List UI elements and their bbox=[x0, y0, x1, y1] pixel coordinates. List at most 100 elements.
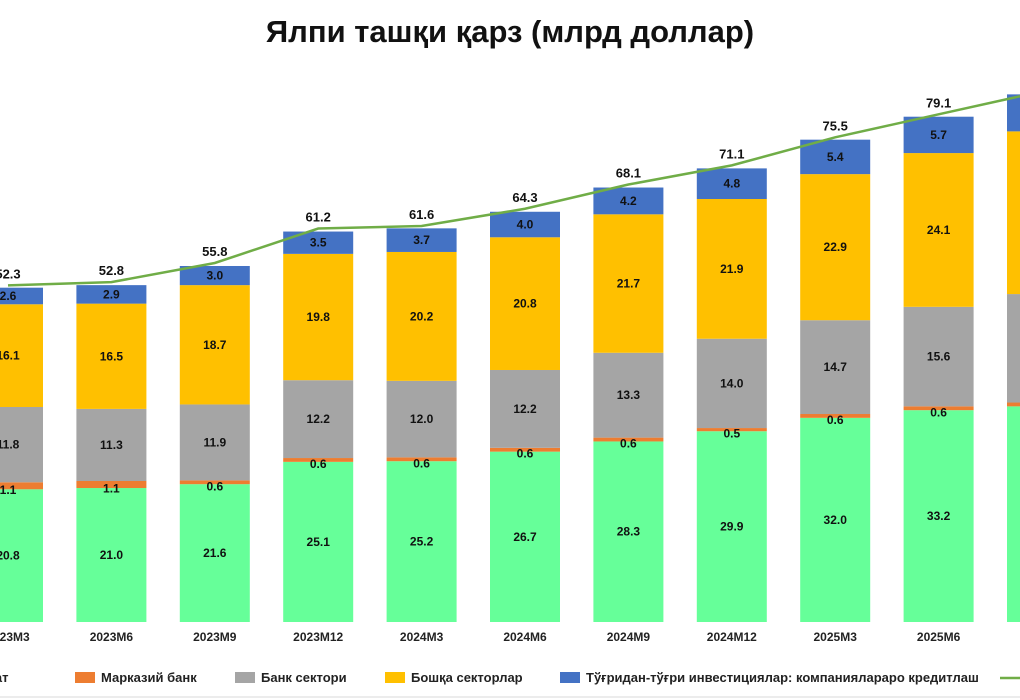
bar-segment-series-0 bbox=[593, 441, 664, 622]
data-label: 33.2 bbox=[927, 509, 951, 523]
data-label: 25.1 bbox=[307, 535, 331, 549]
data-label: 5.4 bbox=[827, 150, 844, 164]
bar-segment-series-3 bbox=[179, 285, 250, 405]
data-label: 11.9 bbox=[203, 435, 226, 449]
bar-segment-series-2 bbox=[283, 380, 354, 459]
legend-label: Банк сектори bbox=[261, 670, 347, 685]
bar-segment-series-2 bbox=[1007, 294, 1020, 403]
bar-segment-series-1 bbox=[490, 447, 560, 452]
bar-segment-series-2 bbox=[76, 408, 147, 482]
chart-title: Ялпи ташқи қарз (млрд доллар) bbox=[265, 14, 755, 49]
x-tick-label: 2023M9 bbox=[193, 630, 237, 644]
total-label: 52.8 bbox=[99, 263, 124, 278]
total-label: 75.5 bbox=[823, 118, 848, 133]
bar-segment-series-0 bbox=[179, 484, 250, 622]
bar-segment-series-4 bbox=[490, 211, 560, 238]
data-label: 20.8 bbox=[513, 297, 537, 311]
bar-segment-series-4 bbox=[0, 287, 43, 305]
data-label: 12.2 bbox=[513, 402, 537, 416]
bar-segment-series-1 bbox=[386, 457, 457, 462]
data-label: 3.5 bbox=[310, 236, 327, 250]
bar-segment-series-2 bbox=[696, 338, 767, 429]
x-tick-label: 2024M12 bbox=[707, 630, 757, 644]
data-label: 0.6 bbox=[827, 413, 844, 427]
x-tick-label: 2023M6 bbox=[90, 630, 134, 644]
data-label: 5.7 bbox=[930, 128, 947, 142]
data-label: 25.2 bbox=[410, 535, 434, 549]
x-tick-label: 2024M6 bbox=[503, 630, 547, 644]
bar-segment-series-3 bbox=[386, 251, 457, 381]
data-label: 0.6 bbox=[517, 447, 534, 461]
data-label: 14.0 bbox=[720, 376, 744, 390]
bar-segment-series-1 bbox=[0, 482, 43, 490]
total-line bbox=[7, 94, 1020, 287]
x-tick-label: 2024M9 bbox=[607, 630, 651, 644]
x-tick-label: 2025M6 bbox=[917, 630, 961, 644]
data-label: 16.5 bbox=[100, 349, 124, 363]
data-label: 22.9 bbox=[824, 240, 848, 254]
total-label: 79.1 bbox=[926, 95, 951, 110]
legend-swatch bbox=[235, 672, 255, 683]
bar-segment-series-2 bbox=[593, 352, 664, 438]
bar-segment-series-1 bbox=[1007, 402, 1020, 407]
data-label: 0.6 bbox=[413, 456, 430, 470]
legend-swatch bbox=[560, 672, 580, 683]
data-label: 11.8 bbox=[0, 438, 20, 452]
data-label: 12.0 bbox=[410, 412, 434, 426]
bar-segment-series-1 bbox=[179, 480, 250, 485]
data-label: 24.1 bbox=[927, 223, 951, 237]
total-label: 68.1 bbox=[616, 166, 641, 181]
data-label: 32.0 bbox=[824, 513, 848, 527]
data-label: 26.7 bbox=[513, 530, 537, 544]
bar-segment-series-4 bbox=[903, 116, 974, 154]
bar-segment-series-3 bbox=[0, 304, 43, 407]
bar-segment-series-3 bbox=[1007, 131, 1020, 295]
bar-segment-series-2 bbox=[179, 404, 250, 481]
x-tick-label: 2023M12 bbox=[293, 630, 343, 644]
bar-segment-series-3 bbox=[696, 199, 767, 339]
bar-segment-series-3 bbox=[593, 214, 664, 353]
legend-label: Бошқа секторлар bbox=[411, 670, 523, 685]
bar-segment-series-4 bbox=[696, 168, 767, 200]
data-label: 21.7 bbox=[617, 277, 641, 291]
bar-segment-series-1 bbox=[696, 428, 767, 432]
bar-segment-series-0 bbox=[800, 417, 871, 622]
data-label: 19.8 bbox=[307, 310, 331, 324]
data-label: 0.6 bbox=[206, 479, 223, 493]
data-label: 3.0 bbox=[206, 269, 223, 283]
data-label: 0.6 bbox=[310, 457, 327, 471]
bar-segment-series-3 bbox=[903, 153, 974, 307]
data-label: 18.7 bbox=[203, 338, 227, 352]
bar-segment-series-1 bbox=[283, 458, 354, 462]
bar-segment-series-1 bbox=[800, 414, 871, 418]
bar-segment-series-4 bbox=[386, 228, 457, 252]
x-tick-label: 2025M3 bbox=[814, 630, 858, 644]
data-label: 21.6 bbox=[203, 546, 227, 560]
bar-segment-series-4 bbox=[179, 265, 250, 286]
bar-segment-series-0 bbox=[386, 461, 457, 622]
legend-label: Марказий банк bbox=[101, 670, 197, 685]
bar-segment-series-4 bbox=[283, 231, 354, 254]
bar-segment-series-3 bbox=[76, 303, 147, 409]
legend-swatch bbox=[385, 672, 405, 683]
legend-label: Ҳукумат bbox=[0, 670, 9, 685]
total-label: 61.6 bbox=[409, 207, 434, 222]
total-label: 55.8 bbox=[202, 244, 227, 259]
bar-segment-series-0 bbox=[76, 488, 147, 622]
bar-segment-series-2 bbox=[903, 306, 974, 407]
x-tick-label: 2024M3 bbox=[400, 630, 444, 644]
x-tick-label: 2023M3 bbox=[0, 630, 30, 644]
data-label: 28.3 bbox=[617, 525, 641, 539]
data-label: 0.6 bbox=[930, 405, 947, 419]
data-label: 2.9 bbox=[103, 287, 120, 301]
data-label: 4.0 bbox=[517, 218, 534, 232]
data-label: 20.8 bbox=[0, 549, 20, 563]
data-label: 13.3 bbox=[617, 388, 641, 402]
bar-segment-series-0 bbox=[1007, 406, 1020, 622]
data-label: 2.6 bbox=[0, 289, 17, 303]
bar-segment-series-4 bbox=[1007, 94, 1020, 132]
bar-segment-series-1 bbox=[76, 481, 147, 489]
bar-segment-series-0 bbox=[283, 461, 354, 622]
bar-segment-series-3 bbox=[490, 237, 560, 370]
